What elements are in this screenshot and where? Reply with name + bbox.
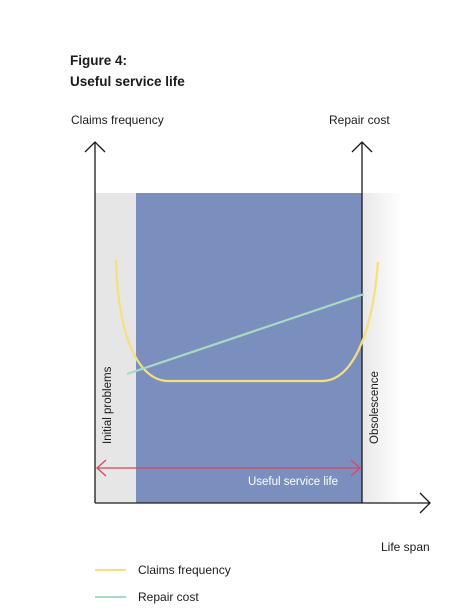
initial-problems-label: Initial problems [102,366,114,444]
claims-frequency-swatch [95,568,126,571]
figure-title: Useful service life [70,74,185,89]
figure-number: Figure 4: [70,53,128,68]
claims-frequency-curve [114,259,380,383]
x-axis-label: Life span [381,540,430,554]
obsolescence-label: Obsolescence [369,371,381,444]
right-axis-label: Repair cost [329,113,390,127]
legend-label-claims: Claims frequency [138,562,231,577]
repair-cost-line [126,292,365,376]
repair-cost-swatch [95,595,126,598]
useful-life-region [136,193,362,503]
legend: Claims frequency Repair cost [95,556,231,610]
legend-item-repair: Repair cost [95,583,231,610]
legend-item-claims: Claims frequency [95,556,231,583]
initial-problems-region [95,193,136,503]
useful-life-arrowhead-left [96,459,107,477]
useful-life-label: Useful service life [248,476,338,488]
left-axis-label: Claims frequency [71,113,164,127]
left-axis-arrowhead [84,141,106,153]
service-life-diagram: Useful service life Initial problems Obs… [84,141,431,514]
obsolescence-region [362,193,402,503]
right-axis-arrowhead [351,141,373,153]
x-axis-arrowhead [419,492,431,514]
legend-label-repair: Repair cost [138,589,199,604]
useful-life-arrowhead-right [350,459,361,477]
